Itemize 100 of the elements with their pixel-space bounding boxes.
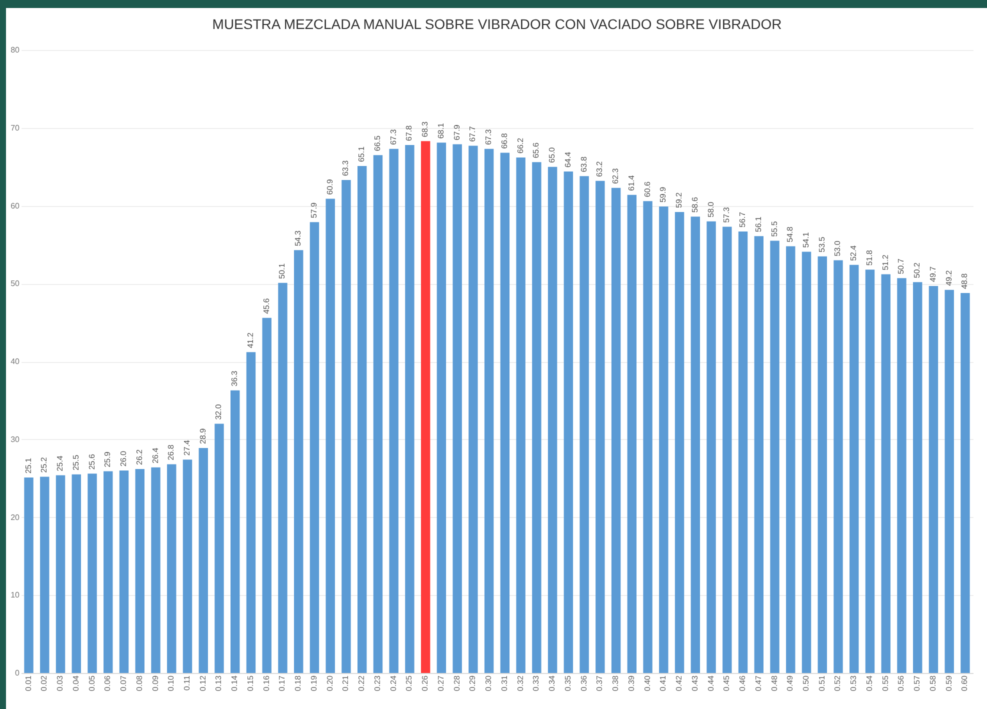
x-tick-label: 0.30 bbox=[484, 674, 494, 692]
bar bbox=[436, 142, 446, 673]
bar bbox=[405, 145, 414, 673]
data-label: 25.6 bbox=[87, 454, 96, 470]
data-label: 51.8 bbox=[864, 249, 874, 266]
data-label: 63.2 bbox=[595, 160, 604, 177]
data-label: 52.4 bbox=[849, 244, 858, 261]
x-tick-label: 0.14 bbox=[230, 674, 240, 692]
data-label: 62.3 bbox=[611, 168, 620, 184]
data-label: 66.2 bbox=[516, 137, 525, 154]
x-tick-label: 0.13 bbox=[214, 674, 224, 692]
y-tick-label: 0 bbox=[15, 668, 20, 678]
bar bbox=[580, 176, 589, 673]
data-label: 49.2 bbox=[944, 270, 954, 286]
x-tick-label: 0.44 bbox=[706, 674, 716, 692]
data-label: 55.5 bbox=[770, 220, 779, 237]
bar bbox=[56, 475, 66, 673]
x-tick-label: 0.37 bbox=[595, 674, 604, 692]
x-tick-label: 0.08 bbox=[134, 674, 144, 692]
data-label: 63.8 bbox=[579, 156, 588, 172]
x-tick-label: 0.17 bbox=[278, 674, 287, 692]
x-tick-label: 0.54 bbox=[864, 674, 874, 692]
data-label: 54.3 bbox=[294, 230, 303, 246]
x-tick-label: 0.35 bbox=[563, 674, 572, 692]
data-label: 26.0 bbox=[119, 450, 128, 467]
data-label: 50.1 bbox=[278, 262, 287, 279]
bar bbox=[198, 448, 208, 673]
x-tick-label: 0.16 bbox=[262, 674, 271, 692]
x-tick-label: 0.20 bbox=[325, 674, 334, 692]
bar bbox=[834, 260, 843, 673]
data-label: 67.3 bbox=[484, 128, 494, 145]
data-label: 25.9 bbox=[103, 451, 112, 468]
bar bbox=[373, 155, 383, 673]
x-tick-label: 0.39 bbox=[626, 674, 636, 692]
x-tick-label: 0.27 bbox=[436, 674, 446, 692]
x-tick-label: 0.22 bbox=[357, 674, 366, 692]
x-tick-label: 0.33 bbox=[532, 674, 541, 692]
data-label: 53.5 bbox=[817, 236, 826, 252]
bar bbox=[452, 144, 462, 673]
data-label: 26.8 bbox=[166, 444, 176, 460]
data-label: 60.9 bbox=[325, 178, 334, 195]
data-label: 67.7 bbox=[468, 126, 478, 142]
bar bbox=[928, 286, 938, 673]
bar bbox=[564, 171, 574, 673]
x-tick-label: 0.51 bbox=[817, 674, 826, 692]
data-label: 51.2 bbox=[880, 254, 890, 270]
x-tick-label: 0.04 bbox=[71, 674, 80, 692]
data-label: 67.3 bbox=[388, 128, 398, 145]
x-tick-label: 0.50 bbox=[802, 674, 811, 692]
data-label: 25.1 bbox=[24, 457, 33, 474]
x-tick-label: 0.23 bbox=[372, 674, 382, 692]
data-label: 60.6 bbox=[642, 180, 652, 198]
data-label: 68.1 bbox=[436, 122, 446, 139]
bar bbox=[40, 476, 50, 673]
data-label: 26.2 bbox=[134, 448, 144, 465]
x-tick-label: 0.29 bbox=[468, 674, 478, 692]
bar bbox=[357, 166, 367, 673]
bar bbox=[532, 162, 542, 673]
x-tick-label: 0.10 bbox=[166, 674, 176, 692]
data-label: 57.9 bbox=[309, 202, 318, 218]
bar bbox=[674, 212, 684, 673]
data-label: 25.5 bbox=[71, 454, 80, 470]
data-label: 64.4 bbox=[563, 151, 572, 168]
data-label: 28.9 bbox=[198, 428, 208, 444]
bar bbox=[230, 390, 240, 673]
bar bbox=[294, 250, 304, 673]
bar bbox=[913, 282, 922, 673]
bar bbox=[802, 252, 812, 673]
y-tick-label: 30 bbox=[10, 434, 20, 444]
bar bbox=[786, 246, 796, 673]
data-label: 61.4 bbox=[626, 174, 636, 191]
bar bbox=[850, 264, 859, 673]
bar bbox=[754, 236, 764, 673]
bar bbox=[135, 468, 144, 673]
x-tick-label: 0.06 bbox=[103, 674, 112, 692]
bar bbox=[182, 460, 192, 673]
bar bbox=[167, 464, 176, 673]
data-label: 50.2 bbox=[912, 262, 922, 278]
bar bbox=[214, 424, 224, 673]
bar bbox=[420, 141, 430, 673]
bar bbox=[88, 474, 97, 673]
data-label: 54.1 bbox=[802, 232, 811, 248]
y-tick-label: 40 bbox=[10, 357, 20, 366]
bar bbox=[690, 216, 700, 673]
data-label: 65.0 bbox=[548, 146, 557, 163]
x-tick-label: 0.18 bbox=[294, 674, 303, 692]
data-label: 67.8 bbox=[404, 124, 414, 142]
data-label: 32.0 bbox=[214, 404, 224, 420]
y-tick-label: 60 bbox=[10, 201, 20, 210]
data-label: 49.7 bbox=[928, 266, 938, 282]
data-label: 66.8 bbox=[500, 132, 509, 149]
bar bbox=[516, 157, 526, 673]
bar bbox=[865, 270, 875, 673]
data-label: 56.1 bbox=[754, 216, 763, 232]
x-tick-label: 0.38 bbox=[611, 674, 620, 692]
x-tick-label: 0.05 bbox=[87, 674, 96, 692]
data-label: 48.8 bbox=[960, 272, 970, 289]
x-tick-label: 0.36 bbox=[579, 674, 588, 692]
y-tick-label: 20 bbox=[10, 512, 20, 522]
data-label: 68.3 bbox=[420, 120, 430, 138]
